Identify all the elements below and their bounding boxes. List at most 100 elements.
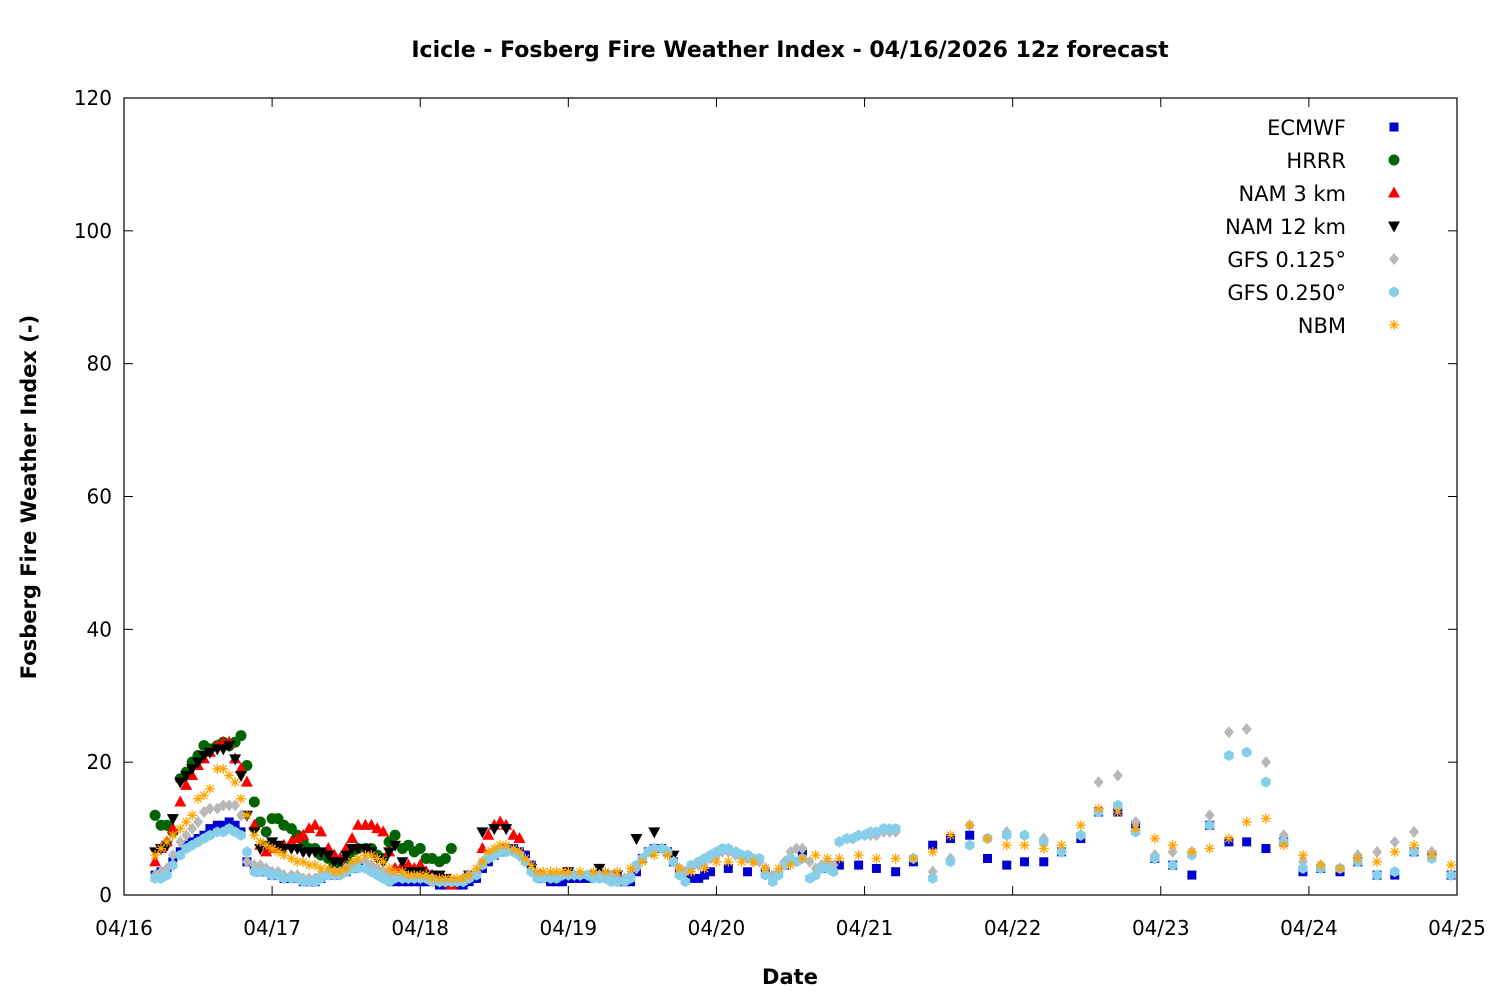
data-point-nam-3-km: [340, 842, 353, 854]
data-point-nbm: [538, 866, 549, 877]
data-point-nbm: [434, 873, 445, 884]
data-point-nbm: [508, 843, 519, 854]
data-point-nbm: [347, 856, 358, 867]
data-point-gfs-0-125: [224, 799, 235, 812]
data-point-nbm: [446, 873, 457, 884]
data-point-nam-12-km: [500, 824, 513, 836]
data-point-nam-3-km: [180, 778, 193, 790]
data-point-nam-3-km: [309, 818, 322, 830]
data-point-gfs-0-250: [501, 846, 511, 858]
data-point-nbm: [532, 866, 543, 877]
data-point-gfs-0-250: [471, 869, 482, 881]
y-tick-label: 40: [87, 617, 112, 641]
data-point-nbm: [378, 856, 389, 867]
data-point-nam-3-km: [494, 815, 507, 827]
data-point-ecmwf: [706, 867, 716, 877]
data-point-nam-3-km: [235, 762, 248, 774]
data-point-nbm: [1075, 820, 1086, 831]
data-point-nam-3-km: [166, 822, 179, 834]
data-point-ecmwf: [700, 870, 710, 880]
data-point-nam-3-km: [476, 842, 489, 854]
data-point-ecmwf: [871, 863, 881, 873]
data-point-nbm: [198, 790, 209, 801]
data-point-nbm: [514, 846, 525, 857]
y-tick-label: 120: [74, 86, 112, 110]
data-point-nam-12-km: [359, 844, 372, 856]
data-point-gfs-0-250: [927, 872, 938, 884]
x-tick-label: 04/16: [95, 916, 153, 940]
data-point-ecmwf: [224, 817, 234, 827]
data-point-hrrr: [439, 852, 451, 864]
data-point-gfs-0-250: [1261, 776, 1271, 788]
data-point-ecmwf: [1187, 870, 1197, 880]
data-point-nam-12-km: [197, 751, 210, 763]
data-point-ecmwf: [723, 863, 733, 873]
data-point-gfs-0-125: [241, 855, 252, 868]
data-point-hrrr: [149, 809, 161, 821]
data-point-nbm: [353, 853, 364, 864]
data-point-nbm: [224, 770, 235, 781]
data-point-nbm: [1278, 840, 1289, 851]
data-point-nbm: [1001, 840, 1012, 851]
data-point-gfs-0-250: [810, 869, 821, 881]
data-point-hrrr: [414, 843, 426, 855]
data-point-gfs-0-250: [168, 859, 178, 871]
data-point-nam-12-km: [217, 744, 230, 756]
data-point-gfs-0-250: [773, 869, 784, 881]
data-point-nbm: [187, 810, 198, 821]
x-tick-label: 04/25: [1428, 916, 1486, 940]
data-point-nam-12-km: [630, 834, 643, 846]
data-point-gfs-0-250: [668, 856, 679, 868]
data-point-hrrr: [389, 829, 401, 841]
data-point-nbm: [1223, 833, 1234, 844]
data-point-gfs-0-250: [723, 843, 734, 854]
data-point-nbm: [335, 866, 346, 877]
data-point-nbm: [501, 840, 512, 851]
data-point-nam-3-km: [149, 855, 162, 867]
legend-marker-gfs-0-250: [1389, 286, 1399, 298]
data-point-ecmwf: [212, 820, 222, 830]
data-point-nam-3-km: [377, 825, 390, 837]
data-point-gfs-0-125: [1241, 722, 1252, 735]
data-point-nam-12-km: [488, 824, 501, 836]
data-point-gfs-0-125: [1167, 845, 1178, 858]
data-point-gfs-0-125: [1223, 726, 1234, 739]
data-point-gfs-0-125: [1260, 756, 1271, 769]
data-point-gfs-0-125: [1112, 769, 1123, 782]
data-point-nbm: [409, 870, 420, 881]
data-point-nbm: [1019, 840, 1030, 851]
y-tick-label: 80: [87, 352, 112, 376]
data-point-nbm: [1334, 863, 1345, 874]
data-point-gfs-0-250: [674, 869, 685, 881]
data-point-nam-12-km: [180, 770, 193, 782]
data-point-nbm: [1426, 850, 1437, 861]
data-point-nbm: [397, 866, 408, 877]
data-point-nbm: [760, 863, 771, 874]
data-point-nbm: [1297, 850, 1308, 861]
data-point-nam-12-km: [266, 837, 279, 849]
y-tick-label: 20: [87, 750, 112, 774]
data-point-hrrr: [235, 730, 247, 742]
data-point-gfs-0-125: [1130, 815, 1141, 828]
legend-label-ecmwf: ECMWF: [1267, 116, 1346, 140]
legend-marker-nam-12-km: [1388, 221, 1400, 233]
data-point-ecmwf: [982, 853, 992, 863]
data-point-nbm: [1130, 823, 1141, 834]
data-point-nbm: [785, 860, 796, 871]
data-point-nbm: [241, 810, 252, 821]
legend-label-nbm: NBM: [1298, 314, 1346, 338]
y-axis-label: Fosberg Fire Weather Index (-): [17, 315, 41, 679]
data-point-gfs-0-250: [680, 876, 691, 888]
data-point-nam-12-km: [396, 857, 409, 869]
data-point-nbm: [360, 850, 371, 861]
data-point-gfs-0-125: [1409, 825, 1420, 838]
data-point-nam-3-km: [248, 818, 261, 830]
data-point-nam-3-km: [303, 822, 316, 834]
data-point-nam-12-km: [235, 770, 248, 782]
data-point-nam-3-km: [346, 832, 359, 844]
data-point-nbm: [421, 870, 432, 881]
data-point-ecmwf: [218, 820, 228, 830]
data-point-nam-3-km: [513, 832, 526, 844]
data-point-nbm: [1204, 843, 1215, 854]
data-point-nam-3-km: [285, 835, 298, 847]
